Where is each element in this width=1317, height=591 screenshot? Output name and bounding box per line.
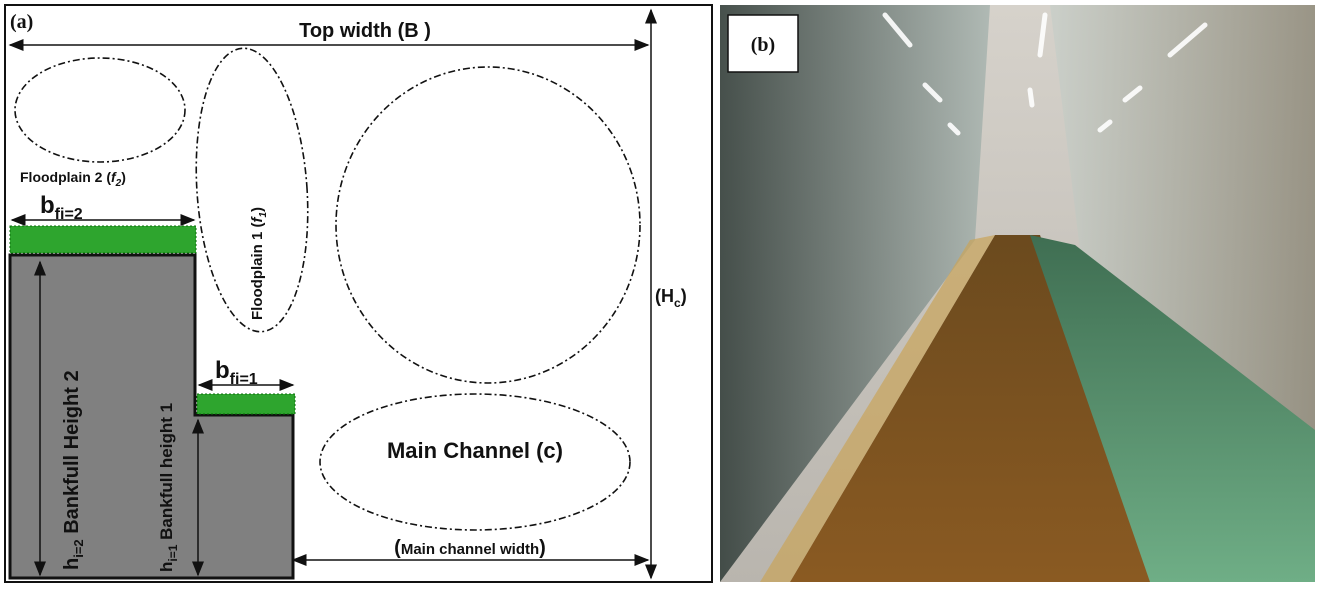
panel-a: (a) Top width (B ) Floodplain 2 (f2) Flo… bbox=[5, 5, 712, 582]
main-width-label: (Main channel width) bbox=[394, 537, 546, 559]
top-width-label: Top width (B ) bbox=[299, 20, 431, 42]
figure: (a) Top width (B ) Floodplain 2 (f2) Flo… bbox=[0, 0, 1317, 586]
vegetation-f2 bbox=[10, 226, 196, 253]
panel-b-photo: (b) bbox=[720, 5, 1315, 582]
panel-label: (b) bbox=[751, 34, 775, 56]
panel-label: (a) bbox=[10, 11, 33, 33]
main-channel-label: Main Channel (c) bbox=[387, 438, 563, 463]
bankfull-2-label: hi=2 Bankfull Height 2 bbox=[61, 370, 86, 570]
vegetation-f1 bbox=[197, 394, 295, 414]
